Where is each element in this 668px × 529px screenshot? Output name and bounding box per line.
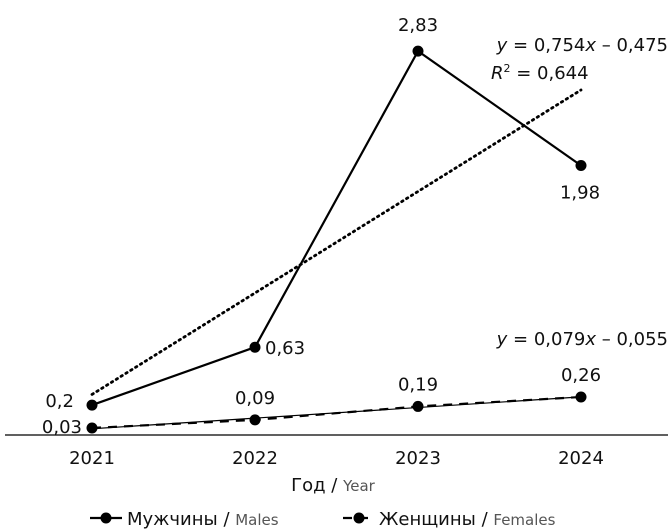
legend-females-label: Женщины / Females [379,509,556,529]
point-females-2021 [86,422,98,434]
series-layer [86,45,587,434]
x-tick-label-2024: 2024 [558,448,604,469]
legend-item-females: Женщины / Females [343,509,556,529]
point-males-2024 [575,159,587,171]
data-labels: 0,2 0,63 2,83 1,98 0,03 0,09 0,19 0,26 [42,15,601,438]
point-males-2021 [86,399,98,411]
point-males-2023 [412,45,424,57]
data-label-females-2021: 0,03 [42,417,82,438]
point-females-2023 [412,400,424,412]
data-label-males-2024: 1,98 [560,182,600,203]
data-label-females-2023: 0,19 [398,374,438,395]
data-label-males-2022: 0,63 [265,338,305,359]
female-trend-equation: y = 0,079x – 0,055 [496,329,668,350]
legend-females-marker [353,512,365,524]
point-females-2024 [575,391,587,403]
series-line-males [91,49,582,407]
legend-males-marker [100,512,112,524]
series-line-females [91,395,582,430]
data-label-males-2023: 2,83 [398,15,438,36]
x-tick-label-2023: 2023 [395,448,441,469]
male-trend-r2: R2 = 0,644 [491,62,589,84]
point-females-2022 [249,414,261,426]
x-tick-labels: 2021 2022 2023 2024 [69,448,604,469]
data-label-females-2024: 0,26 [561,365,601,386]
data-label-females-2022: 0,09 [235,388,275,409]
legend-item-males: Мужчины / Males [90,509,279,529]
x-tick-label-2021: 2021 [69,448,115,469]
legend-males-label: Мужчины / Males [127,509,279,529]
x-tick-label-2022: 2022 [232,448,278,469]
legend: Мужчины / Males Женщины / Females [90,509,556,529]
trendline-males [90,88,583,396]
male-trend-equation: y = 0,754x – 0,475 [496,35,668,56]
point-males-2022 [249,341,261,353]
data-label-males-2021: 0,2 [45,391,74,412]
x-axis-title: Год / Year [291,475,376,496]
